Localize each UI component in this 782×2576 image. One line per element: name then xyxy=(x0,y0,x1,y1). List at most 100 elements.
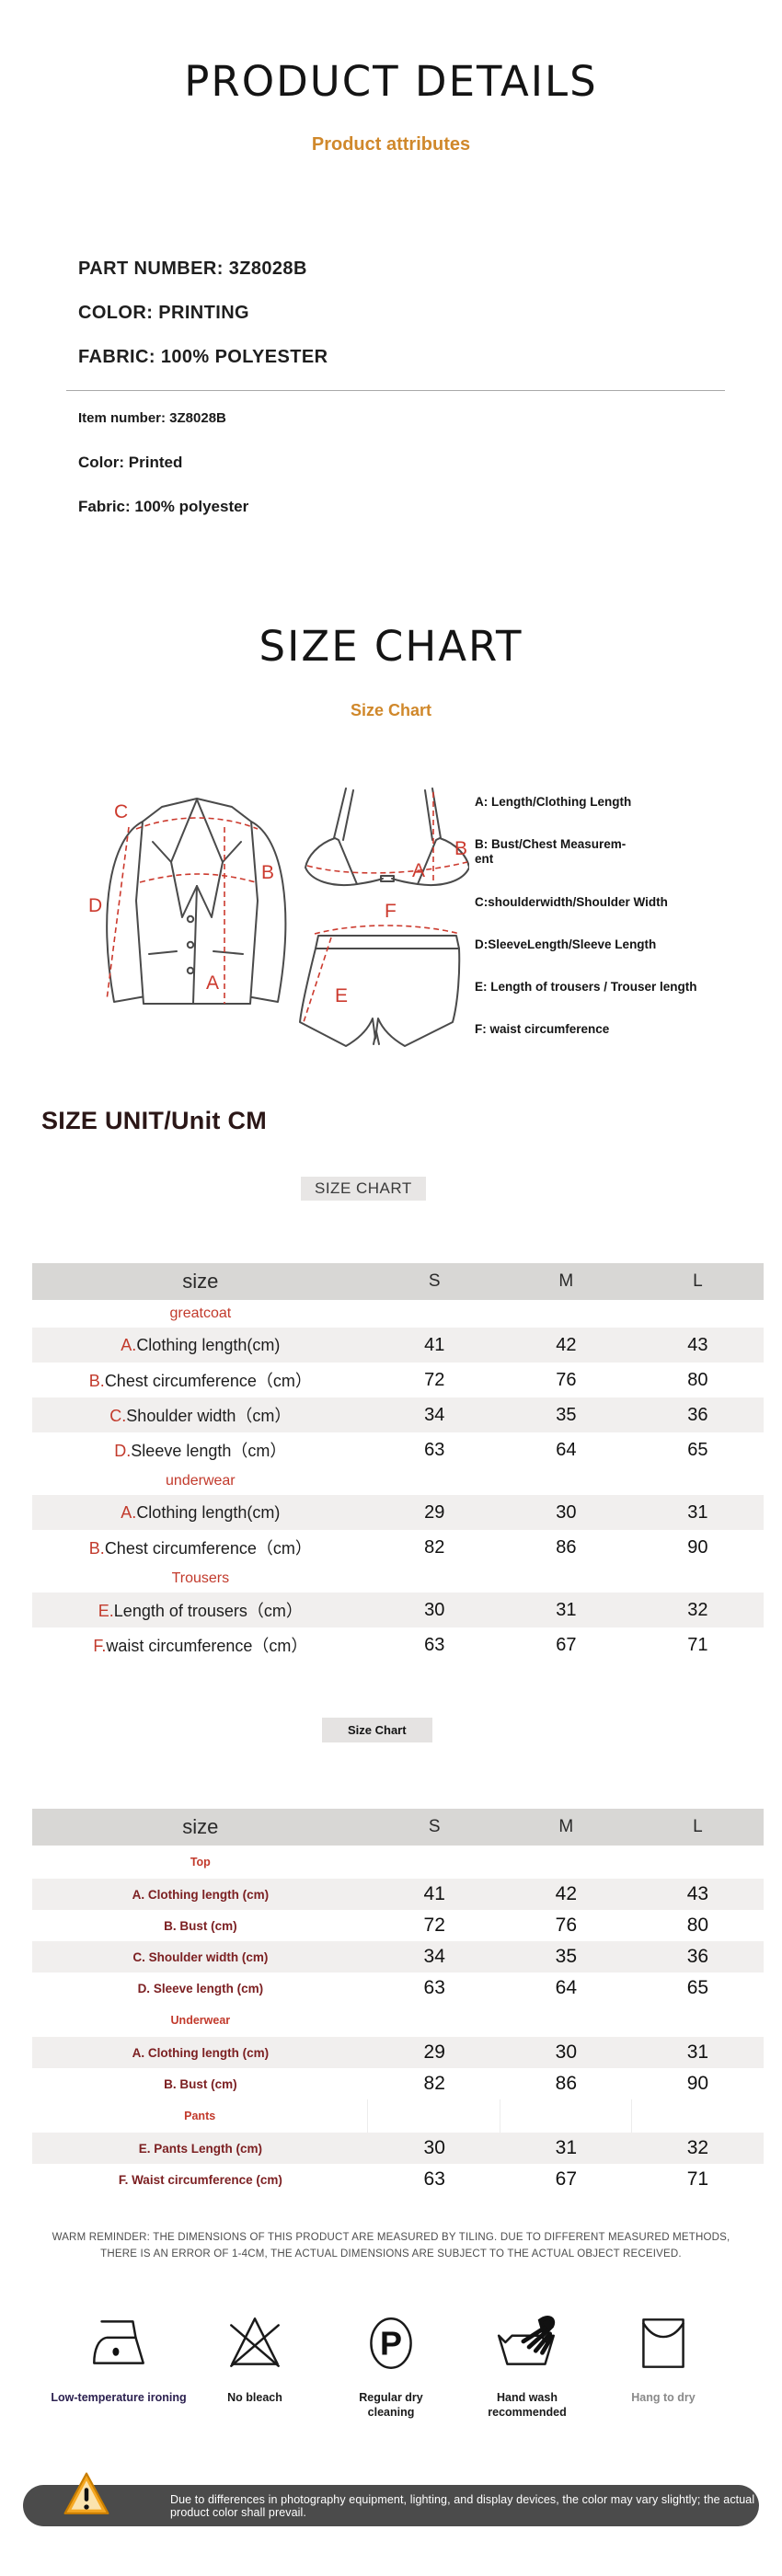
row-value: 42 xyxy=(555,1883,577,1904)
row-value: 63 xyxy=(424,1634,445,1655)
row-value: 35 xyxy=(555,1946,577,1967)
table-header-cell: size xyxy=(182,1270,219,1293)
color-notice-bar: Due to differences in photography equipm… xyxy=(23,2485,759,2526)
care-label-hang-dry: Hang to dry xyxy=(631,2391,696,2404)
legend-item-d: D:SleeveLength/Sleeve Length xyxy=(475,937,657,951)
jacket-bust-label: B xyxy=(261,862,274,883)
bra-length-label: A xyxy=(412,860,425,881)
row-label: A. Clothing length (cm) xyxy=(32,2046,369,2060)
row-value: 72 xyxy=(424,1369,445,1390)
row-letter-prefix: B. xyxy=(88,1539,105,1558)
row-label: B.Chest circumference（cm） xyxy=(32,1368,369,1392)
jacket-shoulder-label: C xyxy=(114,801,128,822)
table-header-row: size S M L xyxy=(32,1809,764,1846)
row-value: 31 xyxy=(686,2041,709,2063)
row-value: 76 xyxy=(555,1915,577,1936)
row-value: 30 xyxy=(556,1501,577,1523)
item-number-line: Item number: 3Z8028B xyxy=(78,410,226,426)
row-label-text: Shoulder width（cm） xyxy=(126,1407,292,1425)
row-label-text: C. Shoulder width (cm) xyxy=(132,1949,269,1964)
shorts-waist-label: F xyxy=(385,901,397,922)
section-label: Trousers xyxy=(171,1570,230,1586)
table-row: B.Chest circumference（cm） 72 76 80 xyxy=(32,1363,764,1397)
table-row: C. Shoulder width (cm) 34 35 36 xyxy=(32,1941,764,1972)
row-letter-prefix: A. xyxy=(121,1335,137,1354)
care-instructions-row: Low-temperature ironing No bleach P Regu… xyxy=(51,2309,731,2421)
size-table-2: size S M L Top A. Clothing length (cm) 41 42 43 B… xyxy=(32,1809,764,2195)
row-value: 86 xyxy=(555,2073,577,2094)
product-attributes-block: PART NUMBER: 3Z8028B COLOR: PRINTING FAB… xyxy=(78,247,328,379)
row-label: A.Clothing length(cm) xyxy=(32,1503,369,1523)
row-value: 63 xyxy=(423,2168,445,2190)
row-label-text: Sleeve length（cm） xyxy=(131,1442,287,1460)
size-chart-subtitle: Size Chart xyxy=(350,701,432,719)
care-label-hand-wash: Hand wash recommended xyxy=(488,2391,567,2420)
row-value: 36 xyxy=(687,1404,708,1425)
row-value: 86 xyxy=(556,1536,577,1558)
row-letter-prefix: A. xyxy=(121,1502,137,1522)
table-header-cell: M xyxy=(558,1817,574,1836)
row-value: 31 xyxy=(555,2137,577,2158)
row-value: 41 xyxy=(424,1334,445,1355)
row-label: A.Clothing length(cm) xyxy=(32,1336,369,1355)
row-value: 67 xyxy=(556,1634,577,1655)
fabric-polyester-line: Fabric: 100% polyester xyxy=(78,498,249,515)
section-cell xyxy=(631,2099,764,2133)
row-value: 35 xyxy=(556,1404,577,1425)
row-value: 30 xyxy=(424,1599,445,1620)
care-label-iron: Low-temperature ironing xyxy=(51,2391,187,2404)
row-value: 65 xyxy=(687,1439,708,1460)
table-row: B. Bust (cm) 72 76 80 xyxy=(32,1910,764,1941)
row-letter-prefix: C. xyxy=(109,1407,127,1425)
row-label-text: F. Waist circumference (cm) xyxy=(118,2172,282,2187)
section-label: Underwear xyxy=(170,2014,231,2027)
row-value: 36 xyxy=(686,1946,709,1967)
table-row: A.Clothing length(cm) 29 30 31 xyxy=(32,1495,764,1530)
jacket-length-label: A xyxy=(206,972,219,994)
section-cell xyxy=(367,2099,500,2133)
row-value: 71 xyxy=(686,2168,709,2190)
table-header-cell: S xyxy=(428,1271,441,1291)
legend-item-a: A: Length/Clothing Length xyxy=(475,795,632,809)
table-row: B. Bust (cm) 82 86 90 xyxy=(32,2068,764,2099)
section-cell xyxy=(499,2099,632,2133)
page-subtitle: Product attributes xyxy=(311,134,471,155)
section-label: underwear xyxy=(166,1473,236,1489)
row-value: 30 xyxy=(423,2137,445,2158)
section-label: greatcoat xyxy=(169,1305,232,1321)
section-row: underwear xyxy=(32,1467,764,1495)
part-number-line: PART NUMBER: 3Z8028B xyxy=(78,259,307,279)
legend-item-b: B: Bust/Chest Measurem- ent xyxy=(475,837,627,867)
garment-diagram: C B D A B A F E xyxy=(88,788,469,1047)
row-value: 30 xyxy=(555,2041,577,2063)
row-label-text: B. Bust (cm) xyxy=(164,1918,237,1933)
row-letter-prefix: D. xyxy=(114,1442,132,1460)
size-chart-title: SIZE CHART xyxy=(259,622,523,671)
color-notice-text: Due to differences in photography equipm… xyxy=(170,2492,755,2519)
table-header-row: size S M L xyxy=(32,1263,764,1300)
hand-wash-icon xyxy=(497,2316,556,2365)
row-label-text: Length of trousers（cm） xyxy=(113,1602,303,1620)
size-chart-tag-1: SIZE CHART xyxy=(301,1177,426,1201)
dry-clean-icon: P xyxy=(370,2317,412,2369)
row-label: F. Waist circumference (cm) xyxy=(32,2173,369,2187)
section-row: Underwear xyxy=(32,2004,764,2037)
jacket-sleeve-label: D xyxy=(88,895,102,916)
table-header-cell: S xyxy=(428,1817,441,1836)
table-header-cell: M xyxy=(558,1271,574,1291)
row-value: 80 xyxy=(687,1369,708,1390)
size-chart-tag-2: Size Chart xyxy=(322,1718,432,1742)
care-label-no-bleach: No bleach xyxy=(227,2391,282,2404)
section-label: Top xyxy=(190,1856,211,1869)
row-value: 64 xyxy=(555,1977,577,1998)
section-row: Pants xyxy=(32,2099,764,2133)
row-value: 90 xyxy=(687,1536,708,1558)
table-row: A.Clothing length(cm) 41 42 43 xyxy=(32,1328,764,1363)
hang-dry-icon xyxy=(642,2318,684,2368)
row-label-text: E. Pants Length (cm) xyxy=(138,2141,262,2156)
row-value: 82 xyxy=(424,1536,445,1558)
table-row: E. Pants Length (cm) 30 31 32 xyxy=(32,2133,764,2164)
row-value: 32 xyxy=(686,2137,709,2158)
section-row: Trousers xyxy=(32,1565,764,1593)
